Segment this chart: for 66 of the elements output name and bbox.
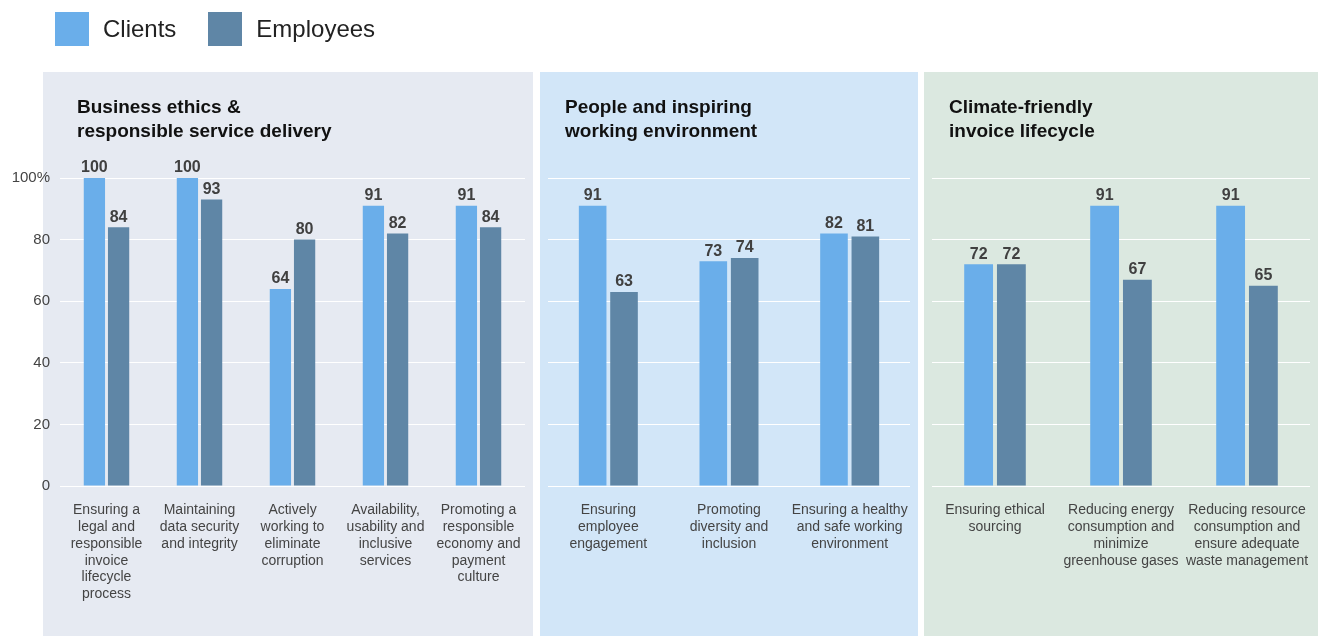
bar bbox=[730, 258, 759, 486]
bar bbox=[820, 233, 848, 486]
chart-title: People and inspiring working environment bbox=[564, 95, 758, 141]
x-tick-label: Maintaining data security and integrity bbox=[159, 501, 240, 551]
data-label: 100 bbox=[174, 158, 201, 176]
bar bbox=[269, 288, 292, 486]
bar bbox=[293, 239, 316, 486]
y-tick-label: 80 bbox=[33, 229, 50, 247]
x-tick-label: Reducing energy consumption and minimize greenhouse gases bbox=[1063, 501, 1179, 568]
x-tick-label: Promoting a responsible economy and payment culture bbox=[436, 501, 521, 585]
y-tick-label: 20 bbox=[33, 414, 50, 432]
bar bbox=[699, 261, 728, 486]
data-label: 65 bbox=[1254, 266, 1273, 284]
legend-label: Employees bbox=[256, 15, 376, 43]
y-tick-label: 60 bbox=[33, 291, 50, 309]
data-label: 84 bbox=[109, 207, 128, 225]
bar bbox=[996, 264, 1026, 486]
x-tick-label: Ensuring a legal and responsible invoice lifecycle process bbox=[70, 501, 143, 602]
bar bbox=[1216, 205, 1246, 486]
bar bbox=[851, 236, 880, 486]
bar bbox=[83, 178, 106, 486]
data-label: 80 bbox=[295, 220, 314, 238]
bar bbox=[610, 291, 638, 486]
data-label: 91 bbox=[583, 186, 602, 204]
x-tick-label: Promoting diversity and inclusion bbox=[689, 501, 769, 551]
y-tick-label: 40 bbox=[33, 352, 50, 370]
legend-label: Clients bbox=[103, 15, 177, 43]
x-tick-label: Ensuring ethical sourcing bbox=[945, 501, 1045, 535]
data-label: 91 bbox=[457, 186, 476, 204]
data-label: 100 bbox=[81, 158, 108, 176]
bar bbox=[964, 264, 994, 486]
data-label: 81 bbox=[856, 216, 875, 234]
data-label: 64 bbox=[271, 269, 290, 287]
data-label: 91 bbox=[1221, 186, 1240, 204]
bar bbox=[107, 227, 130, 486]
data-label: 72 bbox=[969, 244, 988, 262]
data-label: 72 bbox=[1002, 244, 1021, 262]
bar bbox=[200, 199, 223, 486]
data-label: 74 bbox=[735, 238, 754, 256]
bar bbox=[1122, 279, 1152, 486]
x-tick-label: Ensuring a healthy and safe working environment bbox=[791, 501, 908, 551]
data-label: 93 bbox=[202, 179, 221, 197]
chart-title: Business ethics & responsible service delivery bbox=[77, 95, 332, 141]
bar bbox=[455, 205, 478, 486]
data-label: 84 bbox=[481, 207, 500, 225]
data-label: 91 bbox=[364, 186, 383, 204]
bar bbox=[176, 178, 199, 486]
x-tick-label: Ensuring employee engagement bbox=[569, 501, 648, 551]
bar bbox=[578, 205, 607, 486]
data-label: 73 bbox=[704, 241, 723, 259]
bar bbox=[1090, 205, 1120, 486]
bar bbox=[1248, 285, 1278, 486]
x-tick-label: Reducing resource consumption and ensure adequate waste management bbox=[1184, 501, 1309, 568]
y-tick-label: 100% bbox=[11, 168, 50, 186]
data-label: 63 bbox=[615, 272, 634, 290]
bar bbox=[479, 227, 502, 486]
data-label: 91 bbox=[1095, 186, 1114, 204]
x-tick-label: Availability, usability and inclusive services bbox=[346, 501, 425, 568]
data-label: 82 bbox=[825, 213, 843, 231]
data-label: 82 bbox=[388, 213, 407, 231]
bar bbox=[362, 205, 385, 486]
bar bbox=[386, 233, 409, 486]
chart-title: Climate-friendly invoice lifecycle bbox=[949, 95, 1095, 141]
data-label: 67 bbox=[1128, 260, 1147, 278]
y-tick-label: 0 bbox=[41, 476, 50, 494]
x-tick-label: Actively working to eliminate corruption bbox=[259, 501, 325, 568]
